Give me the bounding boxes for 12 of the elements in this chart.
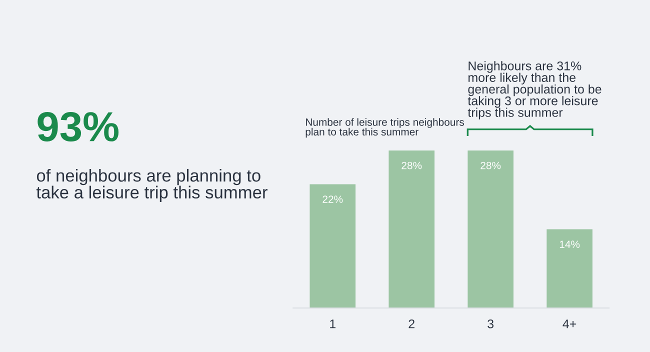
data-label: 22% [322, 196, 343, 203]
x-tick-label: 4+ [562, 320, 576, 328]
data-label: 28% [402, 162, 422, 170]
data-label: 14% [560, 240, 580, 248]
text: Neighbours are 31% more likely than the general population to be taking 3 or more leisure trips this summer [468, 61, 602, 120]
x-tick-label: 3 [488, 319, 494, 328]
x-tick-label: 1 [330, 320, 336, 328]
chart-title: Number of leisure trips neighbours plan to take this summer [306, 118, 464, 138]
x-tick-label: 2 [408, 319, 414, 328]
data-label: 28% [480, 162, 501, 170]
text: 93% [38, 112, 118, 142]
text: of neighbours are planning to take a leisure trip this summer [36, 168, 268, 202]
